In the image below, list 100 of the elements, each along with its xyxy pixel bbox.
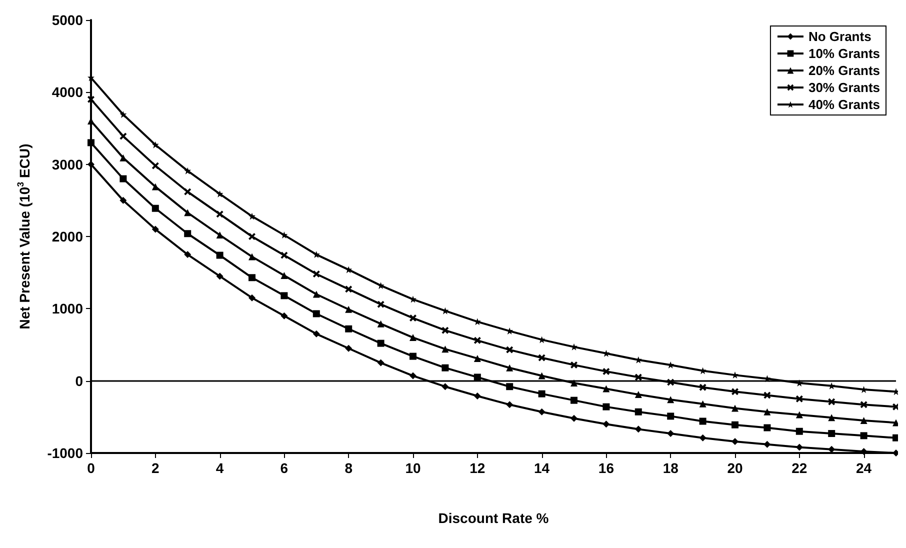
point bbox=[216, 190, 224, 198]
point bbox=[120, 132, 127, 140]
y-tick-label: 4000 bbox=[52, 84, 84, 100]
legend-label: 40% Grants bbox=[808, 97, 880, 112]
point bbox=[538, 372, 546, 380]
point bbox=[474, 354, 481, 362]
point bbox=[474, 336, 481, 344]
point bbox=[860, 448, 868, 456]
point bbox=[506, 346, 514, 354]
point bbox=[860, 432, 868, 440]
point bbox=[312, 310, 320, 318]
point bbox=[828, 446, 836, 453]
point bbox=[377, 340, 384, 347]
x-tick-label: 22 bbox=[792, 460, 808, 476]
point bbox=[152, 162, 159, 170]
point bbox=[732, 421, 738, 428]
point bbox=[248, 253, 256, 260]
point bbox=[667, 361, 674, 368]
point bbox=[377, 282, 384, 290]
point bbox=[732, 388, 738, 396]
x-tick-label: 20 bbox=[727, 460, 743, 476]
y-tick-label: 1000 bbox=[52, 300, 84, 317]
point bbox=[828, 398, 836, 406]
point bbox=[667, 430, 674, 438]
point bbox=[152, 226, 159, 233]
x-tick-label: 12 bbox=[470, 460, 486, 476]
point bbox=[764, 408, 771, 416]
point bbox=[216, 252, 224, 259]
point bbox=[410, 334, 416, 342]
point bbox=[634, 374, 642, 381]
point bbox=[216, 272, 224, 280]
point bbox=[248, 274, 256, 282]
x-tick-label: 18 bbox=[662, 460, 679, 476]
point bbox=[248, 294, 256, 302]
point bbox=[410, 352, 416, 360]
point bbox=[280, 232, 288, 239]
point bbox=[860, 417, 868, 424]
point bbox=[184, 167, 192, 174]
point bbox=[570, 361, 578, 368]
x-tick-label: 16 bbox=[598, 460, 614, 476]
x-tick-label: 0 bbox=[87, 460, 96, 476]
point bbox=[216, 210, 224, 218]
point bbox=[538, 408, 546, 416]
y-tick-label: 5000 bbox=[52, 12, 84, 28]
point bbox=[248, 212, 256, 220]
point bbox=[216, 232, 224, 239]
point bbox=[506, 364, 514, 372]
point bbox=[699, 400, 706, 408]
x-axis-title: Discount Rate % bbox=[438, 510, 550, 526]
point bbox=[442, 326, 449, 334]
point bbox=[602, 385, 610, 392]
point bbox=[570, 380, 578, 386]
point bbox=[377, 300, 384, 308]
point bbox=[634, 391, 642, 398]
x-tick-label: 14 bbox=[534, 460, 550, 476]
point bbox=[312, 330, 320, 338]
point bbox=[732, 438, 738, 445]
point bbox=[699, 418, 706, 425]
point bbox=[280, 252, 288, 259]
point bbox=[634, 426, 642, 433]
point bbox=[538, 354, 546, 362]
point bbox=[312, 270, 320, 278]
point bbox=[732, 404, 738, 412]
point bbox=[442, 346, 449, 353]
point bbox=[377, 320, 384, 328]
point bbox=[120, 175, 127, 182]
point bbox=[184, 251, 192, 258]
point bbox=[88, 96, 94, 103]
point bbox=[410, 296, 416, 303]
point bbox=[602, 420, 610, 428]
y-tick-label: 0 bbox=[75, 372, 84, 389]
point bbox=[120, 111, 127, 118]
point bbox=[796, 395, 803, 402]
point bbox=[345, 306, 352, 313]
point bbox=[506, 401, 514, 408]
point bbox=[764, 392, 771, 399]
point bbox=[764, 440, 771, 448]
point bbox=[538, 390, 546, 398]
point bbox=[410, 372, 416, 380]
x-tick-label: 4 bbox=[216, 460, 224, 476]
x-tick-label: 24 bbox=[856, 460, 872, 476]
point bbox=[377, 359, 384, 366]
point bbox=[828, 414, 836, 422]
x-tick-label: 8 bbox=[344, 460, 353, 476]
point bbox=[248, 233, 256, 240]
x-tick-label: 2 bbox=[152, 460, 160, 476]
y-axis-title: Net Present Value (103 ECU) bbox=[16, 144, 32, 330]
point bbox=[796, 444, 803, 451]
point bbox=[280, 312, 288, 320]
point bbox=[345, 266, 352, 274]
legend-label: No Grants bbox=[808, 29, 872, 44]
point bbox=[345, 325, 352, 332]
point bbox=[120, 196, 127, 204]
point bbox=[634, 408, 642, 416]
point bbox=[602, 368, 610, 375]
point bbox=[474, 392, 481, 400]
point bbox=[764, 424, 771, 432]
y-tick-label: 3000 bbox=[52, 156, 84, 172]
point bbox=[828, 382, 836, 390]
x-tick-label: 10 bbox=[405, 460, 421, 476]
